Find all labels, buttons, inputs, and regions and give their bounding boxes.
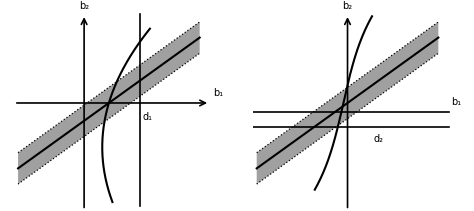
Text: d₂: d₂ bbox=[373, 134, 383, 144]
Text: d₁: d₁ bbox=[143, 112, 153, 122]
Text: b₂: b₂ bbox=[79, 1, 89, 11]
Polygon shape bbox=[18, 22, 200, 184]
Polygon shape bbox=[257, 22, 438, 184]
Text: b₁: b₁ bbox=[452, 97, 462, 107]
Text: b₁: b₁ bbox=[213, 88, 223, 98]
Text: b₂: b₂ bbox=[342, 1, 353, 11]
